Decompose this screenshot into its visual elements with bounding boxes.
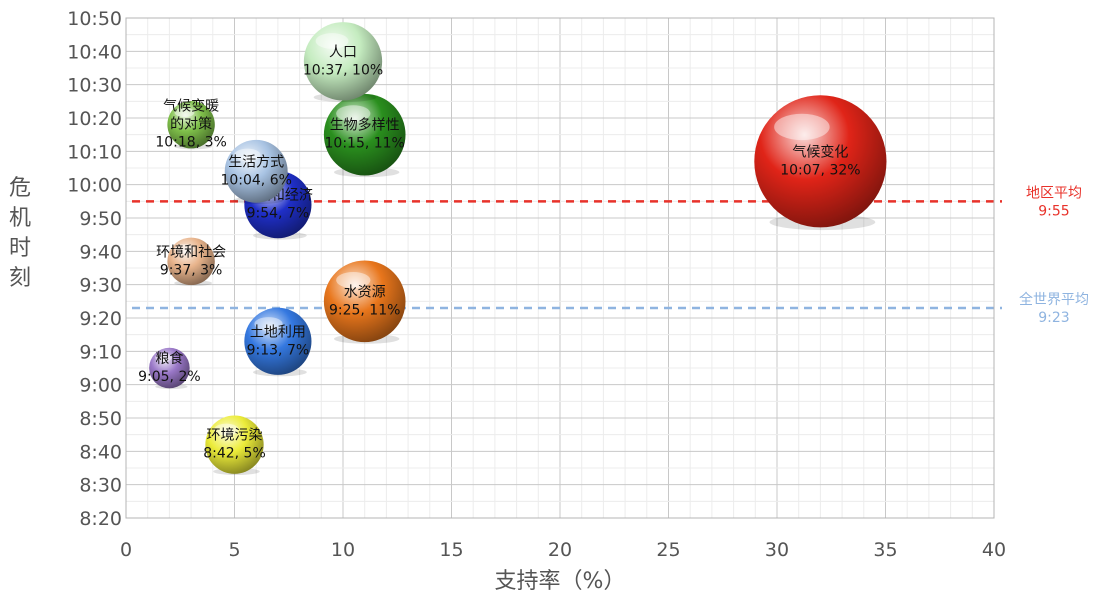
x-tick-label: 25: [656, 539, 680, 561]
reference-line-value: 9:23: [1038, 310, 1069, 326]
bubble-mark: [323, 93, 406, 176]
bubble-name-label: 的对策: [170, 116, 212, 133]
y-tick-label: 10:30: [67, 75, 122, 97]
bubble-highlight: [315, 33, 349, 49]
bubble-value-label: 9:25, 11%: [329, 302, 400, 318]
bubble-name-label: 生物多样性: [330, 117, 400, 134]
y-tick-label: 10:20: [67, 108, 122, 130]
y-tick-label: 8:40: [79, 441, 122, 463]
plot-frame: [125, 17, 995, 519]
x-axis-title: 支持率（%）: [495, 569, 626, 594]
bubble: 环境污染 8:42, 5%: [203, 415, 266, 475]
x-tick-label: 30: [765, 539, 789, 561]
bubble-value-label: 9:05, 2%: [138, 369, 201, 385]
bubble-name-label: 粮食: [155, 350, 183, 367]
bubble-name-label: 环境和社会: [156, 244, 226, 260]
bubble-value-label: 9:13, 7%: [247, 342, 310, 358]
bubble: 水资源 9:25, 11%: [323, 260, 406, 344]
bubble-mark: [303, 22, 383, 101]
bubble-mark: [149, 347, 190, 389]
reference-line-label: 全世界平均: [1019, 291, 1089, 308]
bubble-mark: [167, 237, 215, 286]
x-tick-label: 35: [873, 539, 897, 561]
y-tick-label: 9:00: [79, 375, 122, 397]
y-tick-label: 9:40: [79, 241, 122, 263]
y-axis-title-char: 危: [9, 176, 31, 201]
x-tick-label: 40: [982, 539, 1006, 561]
y-tick-label: 10:00: [67, 175, 122, 197]
y-axis-title-char: 刻: [9, 266, 31, 291]
bubble: 粮食 9:05, 2%: [138, 347, 201, 390]
bubble: 生活方式 10:04, 6%: [220, 139, 292, 205]
y-tick-label: 8:30: [79, 475, 122, 497]
bubble-highlight: [174, 244, 195, 254]
y-tick-label: 9:20: [79, 308, 122, 330]
bubble-mark: [167, 100, 215, 149]
bubble-value-label: 10:04, 6%: [220, 172, 291, 188]
bubble-mark: [205, 415, 264, 474]
y-tick-label: 10:40: [67, 41, 122, 63]
y-tick-label: 10:50: [67, 8, 122, 30]
x-tick-label: 20: [548, 539, 572, 561]
reference-line-value: 9:55: [1038, 203, 1069, 219]
bubble-name-label: 气候变暖: [163, 99, 219, 115]
bubble-mark: [323, 260, 406, 343]
axes: 0 5 10 15 20 25 30 35 40 8:20 8:30 8:40 8:50 9:00 9:10…: [67, 8, 1006, 561]
bubble-value-label: 9:54, 7%: [247, 206, 310, 222]
bubble-value-label: 10:37, 10%: [303, 62, 383, 78]
y-tick-label: 8:50: [79, 408, 122, 430]
bubble: 土地利用 9:13, 7%: [244, 307, 312, 377]
bubble-value-label: 9:37, 3%: [160, 262, 223, 278]
bubble-value-label: 8:42, 5%: [203, 446, 266, 462]
bubble: 人口 10:37, 10%: [303, 22, 383, 103]
y-tick-label: 9:50: [79, 208, 122, 230]
y-tick-label: 9:30: [79, 275, 122, 297]
bubble-value-label: 10:15, 11%: [325, 136, 405, 152]
bubble-highlight: [155, 353, 173, 362]
bubble-value-label: 10:07, 32%: [780, 162, 860, 178]
x-tick-label: 5: [228, 539, 240, 561]
bubble-highlight: [774, 113, 830, 141]
x-tick-label: 15: [439, 539, 463, 561]
bubble-name-label: 气候变化: [792, 144, 848, 160]
bubble-highlight: [254, 317, 283, 331]
bubble-value-label: 10:18, 3%: [155, 135, 226, 151]
bubble-highlight: [336, 105, 371, 122]
bubble: 环境和社会 9:37, 3%: [156, 237, 226, 286]
bubble: 生物多样性 10:15, 11%: [323, 93, 406, 178]
y-tick-label: 9:10: [79, 341, 122, 363]
bubble-highlight: [174, 107, 195, 118]
bubble-mark: [754, 95, 887, 228]
bubble-name-label: 环境污染: [207, 428, 263, 444]
x-tick-label: 0: [120, 539, 132, 561]
bubble-highlight: [336, 271, 371, 289]
bubble-highlight: [214, 423, 239, 436]
y-tick-label: 8:20: [79, 508, 122, 530]
bubble-mark: [244, 307, 312, 375]
y-axis-title-char: 时: [9, 236, 31, 261]
bubble-name-label: 土地利用: [250, 324, 306, 340]
bubble-name-label: 人口: [329, 44, 357, 60]
y-axis-title-char: 机: [9, 206, 31, 231]
bubble-name-label: 生活方式: [228, 154, 284, 170]
bubble-mark: [224, 139, 288, 203]
x-tick-label: 10: [331, 539, 355, 561]
y-tick-label: 10:10: [67, 141, 122, 163]
bubble-highlight: [234, 148, 261, 162]
reference-line-label: 地区平均: [1026, 185, 1082, 201]
bubble: 气候变化 10:07, 32%: [754, 95, 887, 231]
bubbles: 气候变化 10:07, 32% 生物多样性 10:15, 11% 水资源 9:25, 11…: [138, 22, 887, 475]
bubble-name-label: 水资源: [344, 284, 386, 300]
